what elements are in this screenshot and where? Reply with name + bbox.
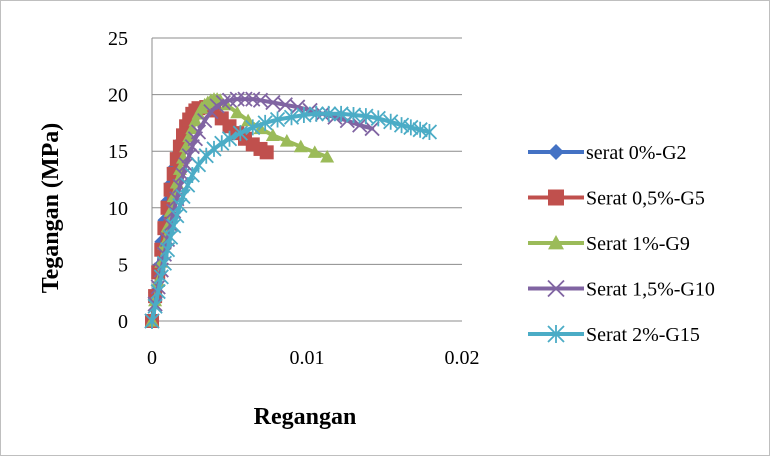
data-point [383,113,399,130]
data-point [358,108,374,125]
legend-label: Serat 0,5%-G5 [586,188,705,210]
data-point [237,91,253,107]
data-point [153,268,169,285]
data-point [230,105,245,119]
data-point [279,134,294,147]
data-point [178,157,194,173]
data-point [147,298,163,315]
data-point [232,125,248,142]
data-point [283,109,300,126]
data-point [241,113,256,127]
legend-marker [547,325,565,343]
data-point [197,112,213,129]
data-point [320,149,335,163]
data-point [293,139,308,153]
data-point [321,105,337,122]
data-point [352,117,368,133]
data-point [169,207,185,224]
data-point [190,124,207,140]
data-point [257,114,273,131]
legend-marker [548,189,564,206]
y-tick-label: 0 [118,311,128,333]
data-point [166,217,182,234]
data-point [393,117,410,134]
data-point [150,283,166,300]
tick-labels: 0 5 10 15 20 25 0 0.01 0.02 [108,28,480,369]
legend-item: Serat 0,5%-G5 [528,188,705,210]
data-point [214,135,230,152]
legend-label: Serat 2%-G15 [586,324,700,346]
series-4 [144,105,438,329]
legend-label: Serat 1,5%-G10 [586,279,715,301]
data-point [252,92,269,108]
data-point [206,140,222,157]
data-point [198,147,214,164]
x-tick-label: 0.02 [445,347,480,369]
data-point [421,123,438,140]
data-point [308,105,324,122]
y-tick-label: 20 [108,85,128,107]
legend-item: Serat 1,5%-G10 [528,279,715,301]
data-point [412,121,428,138]
data-point [345,106,362,123]
y-tick-label: 25 [108,28,128,50]
legend-label: serat 0%-G2 [586,142,687,164]
data-point [221,130,238,147]
y-axis-title: Tegangan (MPa) [38,123,64,293]
data-point [403,119,419,136]
data-point [259,145,274,160]
data-point [265,94,281,111]
data-point [184,139,200,155]
legend-marker [548,144,564,160]
data-point [144,313,160,329]
legend-label: Serat 1%-G9 [586,233,690,255]
data-point [229,91,245,107]
data-point [269,111,286,128]
data-point [245,119,261,136]
legend: serat 0%-G2 Serat 0,5%-G5 Serat 1%-G9 Serat… [528,142,715,346]
data-point [156,255,173,272]
data-point [333,105,349,122]
data-point [290,99,306,115]
y-tick-label: 10 [108,198,128,220]
data-point [190,156,207,173]
series-lines [144,91,438,329]
data-point [159,241,176,258]
data-point [307,145,322,158]
y-tick-label: 15 [108,141,128,163]
legend-marker [548,235,564,250]
data-point [265,128,280,141]
data-point [296,106,312,123]
legend-item: serat 0%-G2 [528,142,687,164]
gridlines [152,37,462,322]
data-point [277,97,293,113]
legend-item: Serat 2%-G15 [528,324,700,346]
y-tick-label: 5 [118,254,128,276]
data-point [364,120,380,137]
data-point [185,121,200,135]
x-tick-label: 0.01 [290,347,325,369]
legend-item: Serat 1%-G9 [528,233,690,255]
legend-marker [547,279,565,298]
data-point [162,229,179,246]
data-point [184,166,200,183]
data-point [188,113,203,127]
x-axis-title: Regangan [254,404,357,430]
data-point [370,110,386,127]
x-tick-label: 0 [147,347,157,369]
